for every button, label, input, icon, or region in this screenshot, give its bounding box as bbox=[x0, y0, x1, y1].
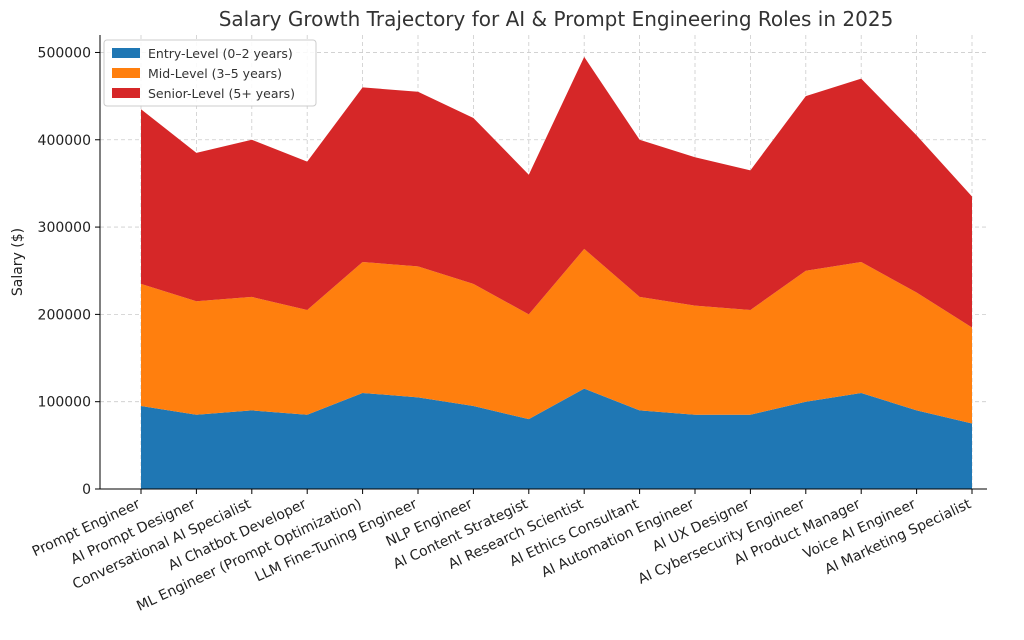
y-ticks: 0 100000 200000 300000 400000 500000 bbox=[38, 45, 100, 498]
area-series bbox=[141, 56, 972, 489]
legend-swatch bbox=[112, 88, 140, 98]
axes bbox=[99, 35, 987, 490]
area-series-2 bbox=[141, 248, 972, 424]
y-tick-label: 200000 bbox=[38, 307, 91, 323]
area-series-3 bbox=[141, 56, 972, 328]
y-tick-label: 500000 bbox=[38, 45, 91, 61]
y-tick-label: 300000 bbox=[38, 220, 91, 236]
y-tick-label: 100000 bbox=[38, 395, 91, 411]
legend: Entry-Level (0–2 years) Mid-Level (3–5 ye… bbox=[103, 39, 317, 107]
chart-title: Salary Growth Trajectory for AI & Prompt… bbox=[219, 7, 894, 31]
y-tick-label: 0 bbox=[82, 482, 91, 498]
legend-label: Senior-Level (5+ years) bbox=[148, 86, 295, 101]
legend-swatch bbox=[112, 68, 140, 78]
y-axis-title: Salary ($) bbox=[10, 228, 26, 296]
legend-label: Entry-Level (0–2 years) bbox=[148, 46, 293, 61]
legend-swatch bbox=[112, 48, 140, 58]
legend-label: Mid-Level (3–5 years) bbox=[148, 66, 282, 81]
legend-box bbox=[103, 39, 317, 107]
area-series-1 bbox=[141, 388, 972, 489]
y-tick-label: 400000 bbox=[38, 133, 91, 149]
